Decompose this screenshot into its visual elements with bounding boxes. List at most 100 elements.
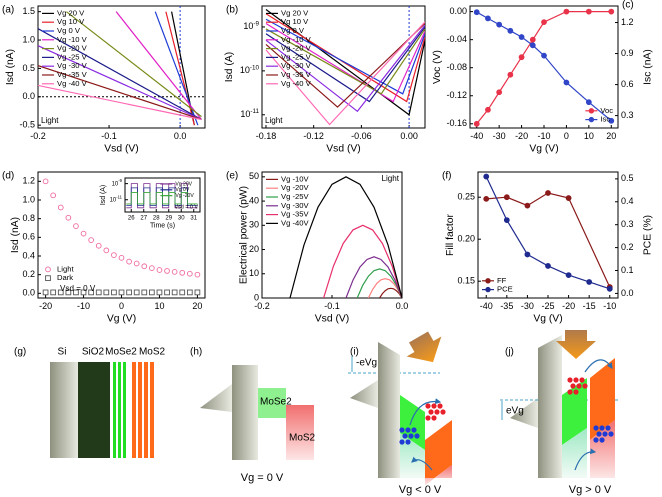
- y-tick-label: 1.0: [22, 194, 35, 204]
- y-tick-label: 0.2: [22, 269, 35, 279]
- layer-label: Si: [58, 347, 67, 358]
- panel-label: (e): [226, 171, 238, 182]
- electron: [593, 425, 599, 431]
- legend-label: Vg -25V: [281, 192, 310, 201]
- x-tick-label: -30: [521, 301, 534, 311]
- legend-label: Vg -30 V: [281, 61, 312, 70]
- chart-panel: -0.18 -0.12 -0.06 0.00 10-11 10-10 10-9 Vg 20 V…: [224, 5, 426, 154]
- x-tick-label: 31: [190, 215, 197, 221]
- y2-tick-label: 0.4: [621, 196, 634, 206]
- electron: [408, 433, 414, 439]
- marker: [496, 89, 503, 96]
- layer-label: MoSe2: [105, 347, 137, 358]
- y-tick-label: 0.4: [22, 250, 35, 260]
- marker: [73, 223, 79, 229]
- x-tick-label: -0.1: [324, 301, 340, 311]
- marker: [179, 269, 186, 276]
- panel-label: (h): [190, 347, 202, 358]
- electron: [599, 425, 605, 431]
- hole: [434, 409, 440, 415]
- x-tick-label: -0.12: [303, 131, 324, 141]
- electron: [608, 431, 614, 437]
- series-line: [38, 28, 202, 121]
- hole: [570, 383, 576, 389]
- legend-marker: [485, 286, 491, 293]
- x-tick-label: 30: [178, 215, 185, 221]
- chart-panel: -40 -30 -20 -10 0 10 20 -0.16 -0.12 -0.08 -0.04 0.0…: [432, 0, 654, 154]
- marker: [50, 192, 57, 199]
- energy-label: -eVg: [356, 358, 377, 369]
- annotation: Light: [265, 116, 283, 125]
- mose2-band: [562, 428, 587, 478]
- legend-label: Vg -40V: [281, 218, 310, 227]
- x-tick-label: -10: [77, 301, 90, 311]
- hole: [440, 409, 446, 415]
- series-line: [345, 256, 402, 298]
- series-line: [265, 18, 425, 95]
- electron: [596, 431, 602, 437]
- diagram-j: (j) eVg Vg > 0 V: [500, 330, 620, 496]
- x-axis-label: Vg (V): [533, 313, 562, 324]
- legend-label: Vg -35 V: [281, 70, 312, 79]
- electron-cluster: [399, 427, 420, 445]
- marker: [563, 79, 570, 86]
- legend-label: Vg -25 V: [57, 52, 88, 61]
- plot-area: [289, 176, 402, 298]
- legend-label: Vg 10 V: [281, 17, 309, 26]
- x-tick-label: 0.0: [174, 131, 187, 141]
- si-layer: [50, 362, 78, 458]
- y-tick-label: 40: [249, 195, 259, 205]
- chart-panel: -20 -10 0 10 20 0.0 0.2 0.4 0.6 0.8 1.0 1.2 LightDar…: [2, 171, 206, 324]
- panel-label: (g): [14, 347, 26, 358]
- x-tick-label: 26: [128, 215, 135, 221]
- x-tick-label: -25: [541, 301, 554, 311]
- diagram-g: (g) Si SiO2 MoSe2 MoS2: [14, 347, 165, 458]
- y2-tick-label: 1.2: [621, 17, 634, 27]
- series-line: [38, 45, 202, 121]
- marker: [80, 289, 87, 296]
- x-tick-label: -0.06: [351, 131, 372, 141]
- oxide-band: [378, 342, 400, 478]
- light-arrow: [556, 330, 596, 359]
- hole: [567, 377, 573, 383]
- marker: [164, 289, 170, 296]
- legend-label: Light: [57, 264, 74, 273]
- legend-label: Isc: [600, 115, 610, 124]
- marker: [103, 247, 110, 254]
- legend-label: Vg -10 V: [57, 35, 88, 44]
- marker: [50, 289, 57, 296]
- y-tick-label: 0.0: [22, 288, 35, 298]
- x-tick-label: 20: [606, 131, 616, 141]
- electron: [399, 427, 405, 433]
- series-line: [265, 23, 425, 108]
- legend-label: Vg 10 V: [57, 17, 85, 26]
- y-tick-label: 0.8: [22, 213, 35, 223]
- electron: [599, 437, 605, 443]
- energy-label: eVg: [506, 406, 524, 417]
- marker: [156, 267, 163, 273]
- x-tick-label: 0: [119, 301, 124, 311]
- y-axis-label: Isd (nA): [5, 49, 16, 85]
- transfer-arrow: [409, 398, 442, 426]
- y-axis-label: Electrical power (pW): [239, 186, 250, 284]
- y2-tick-label: 0.3: [621, 219, 634, 229]
- marker: [57, 204, 64, 211]
- legend-label: Vg -40 V: [57, 79, 88, 88]
- mose2-layer: [123, 362, 126, 458]
- y2-tick-label: 0.9: [621, 48, 634, 58]
- legend-label: Vg 20 V: [57, 8, 85, 17]
- legend-marker: [45, 275, 51, 282]
- series-line: [476, 11, 612, 125]
- plot-area: [126, 183, 198, 209]
- y-tick-label: 0.5: [22, 63, 35, 73]
- marker: [541, 19, 547, 26]
- transfer-arrow: [584, 359, 613, 373]
- y-tick-label: 0.25: [457, 192, 475, 202]
- y-tick-label: 10: [249, 268, 259, 278]
- y-tick-label: 10-11: [110, 194, 123, 203]
- legend-label: Vg -10V: [281, 174, 310, 183]
- legend-label: Voc: [600, 106, 613, 115]
- marker: [518, 34, 525, 40]
- x-tick-label: -40: [480, 301, 493, 311]
